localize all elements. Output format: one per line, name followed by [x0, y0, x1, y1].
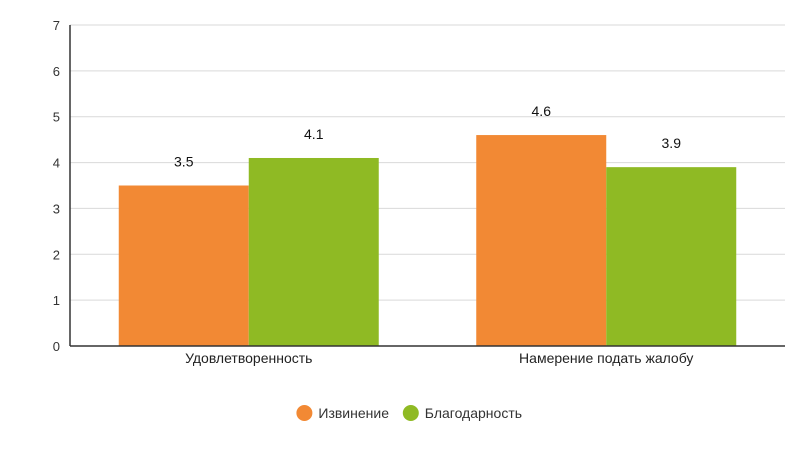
y-axis-ticks: 0 1 2 3 4 5 6 7 [53, 18, 60, 354]
bar [606, 167, 737, 346]
legend-label: Извинение [318, 405, 389, 421]
y-tick-label: 4 [53, 156, 60, 171]
y-tick-label: 7 [53, 18, 60, 33]
x-axis-categories: Удовлетворенность Намерение подать жалобу [185, 350, 693, 366]
data-label: 4.6 [532, 103, 552, 119]
y-tick-label: 3 [53, 201, 60, 216]
bars [118, 135, 737, 346]
data-labels: 3.5 4.1 4.6 3.9 [174, 103, 681, 169]
y-tick-label: 2 [53, 247, 60, 262]
data-label: 3.5 [174, 154, 194, 170]
axes [69, 25, 785, 347]
data-label: 4.1 [304, 126, 324, 142]
x-category-label: Удовлетворенность [185, 350, 312, 366]
legend-label: Благодарность [425, 405, 522, 421]
y-tick-label: 6 [53, 64, 60, 79]
x-category-label: Намерение подать жалобу [519, 350, 693, 366]
bar [248, 157, 379, 346]
data-label: 3.9 [662, 135, 682, 151]
y-tick-label: 1 [53, 293, 60, 308]
legend-swatch [402, 405, 419, 421]
bar [118, 185, 249, 346]
legend: Извинение Благодарность [296, 405, 522, 421]
y-tick-label: 5 [53, 110, 60, 125]
bar [476, 135, 607, 346]
y-tick-label: 0 [53, 339, 60, 354]
legend-swatch [296, 405, 313, 421]
